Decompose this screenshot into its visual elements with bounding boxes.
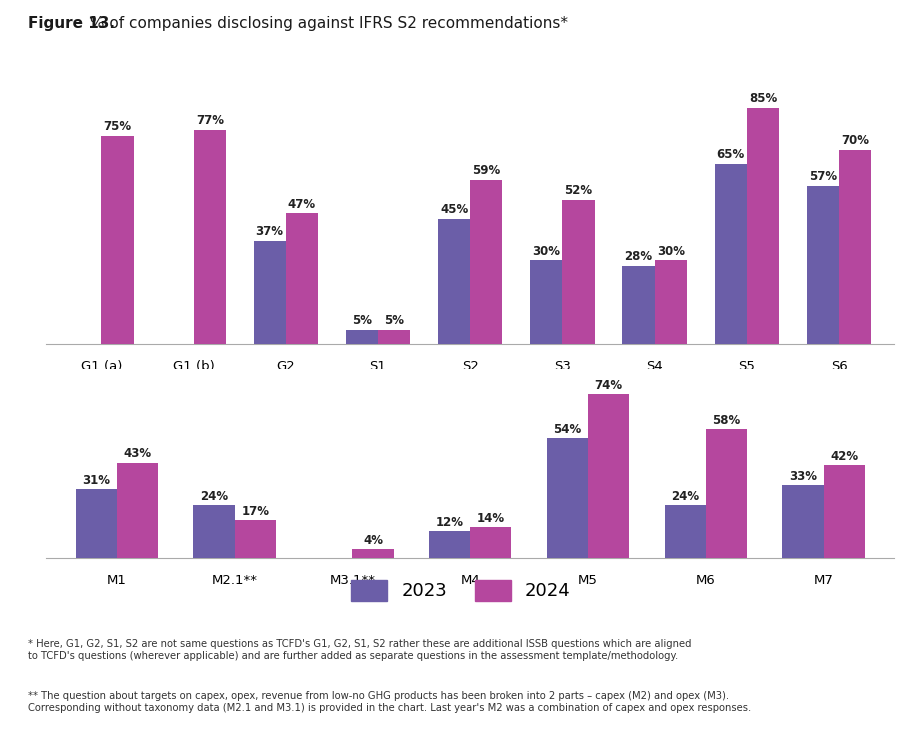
Bar xyxy=(194,130,226,344)
Text: * Here, G1, G2, S1, S2 are not same questions as TCFD's G1, G2, S1, S2 rather th: * Here, G1, G2, S1, S2 are not same ques… xyxy=(28,639,692,661)
Bar xyxy=(76,489,117,558)
Bar xyxy=(547,438,588,558)
Text: 28%: 28% xyxy=(624,251,653,263)
Bar xyxy=(352,549,394,558)
Text: 52%: 52% xyxy=(564,184,593,197)
Bar xyxy=(715,163,747,344)
Bar xyxy=(346,330,378,344)
Bar xyxy=(194,505,234,558)
Text: 5%: 5% xyxy=(352,314,372,327)
Text: 58%: 58% xyxy=(713,414,740,427)
Text: 42%: 42% xyxy=(830,449,858,463)
Text: % of companies disclosing against IFRS S2 recommendations*: % of companies disclosing against IFRS S… xyxy=(85,16,568,30)
Bar xyxy=(807,185,839,344)
Text: 30%: 30% xyxy=(656,245,685,258)
Text: 75%: 75% xyxy=(103,120,132,133)
Text: 17%: 17% xyxy=(242,505,269,518)
Bar xyxy=(101,136,134,344)
Text: 12%: 12% xyxy=(435,516,464,529)
Text: 54%: 54% xyxy=(553,423,582,436)
Text: 4%: 4% xyxy=(363,534,383,547)
Text: 85%: 85% xyxy=(749,92,777,105)
Text: 43%: 43% xyxy=(124,447,151,460)
Bar xyxy=(747,108,779,344)
Text: 31%: 31% xyxy=(82,474,110,487)
Legend: 2023, 2024: 2023, 2024 xyxy=(351,580,571,601)
Text: 47%: 47% xyxy=(288,197,316,211)
Bar xyxy=(438,219,470,344)
Bar xyxy=(254,241,286,344)
Text: 74%: 74% xyxy=(595,378,622,392)
Text: 59%: 59% xyxy=(472,164,501,177)
Text: 24%: 24% xyxy=(671,489,699,503)
Bar xyxy=(470,180,502,344)
Text: 14%: 14% xyxy=(477,511,505,525)
Bar xyxy=(470,527,512,558)
Text: 24%: 24% xyxy=(200,489,228,503)
Text: 33%: 33% xyxy=(789,469,817,483)
Text: 77%: 77% xyxy=(195,115,224,127)
Bar xyxy=(839,149,871,344)
Text: 45%: 45% xyxy=(440,203,468,216)
Text: 30%: 30% xyxy=(532,245,561,258)
Text: Figure 13.: Figure 13. xyxy=(28,16,114,30)
Text: 37%: 37% xyxy=(255,225,284,238)
Bar xyxy=(622,266,655,344)
Text: 57%: 57% xyxy=(809,170,837,183)
Bar xyxy=(823,465,865,558)
Text: 65%: 65% xyxy=(716,148,745,160)
Bar xyxy=(783,485,823,558)
Bar xyxy=(286,214,318,344)
Bar xyxy=(655,260,687,344)
Bar xyxy=(562,200,595,344)
Bar xyxy=(706,429,747,558)
Bar xyxy=(378,330,410,344)
Bar xyxy=(117,463,158,558)
Bar xyxy=(588,394,629,558)
Bar xyxy=(234,520,276,558)
Bar xyxy=(530,260,562,344)
Text: 70%: 70% xyxy=(841,134,869,147)
Text: ** The question about targets on capex, opex, revenue from low-no GHG products h: ** The question about targets on capex, … xyxy=(28,691,751,712)
Bar xyxy=(665,505,706,558)
Bar xyxy=(429,531,470,558)
Text: 5%: 5% xyxy=(384,314,404,327)
